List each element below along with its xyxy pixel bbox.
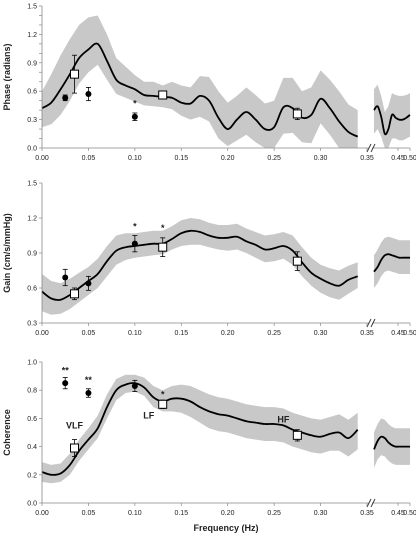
- x-tick-label: 0.30: [314, 155, 328, 162]
- panel-2: 0.3 0.6 0.9 1.2 1.5 0.00 0.05 0.10 0.15 0.20 0.25 0…: [2, 181, 416, 338]
- y-tick-label: 1.2: [27, 32, 37, 39]
- x-tick-label: 0.10: [128, 330, 142, 337]
- data-point-open-square: [292, 256, 302, 266]
- data-point-filled-circle: [85, 91, 92, 98]
- x-tick-label: 0.15: [174, 510, 188, 517]
- x-tick-label: 0.45: [391, 510, 405, 517]
- y-tick-label: 1.0: [27, 360, 37, 367]
- x-tick-label: 0.35: [360, 330, 374, 337]
- y-tick-label: 0.6: [27, 89, 37, 96]
- y-tick-label: 0.0: [27, 146, 37, 153]
- mean-curve: [41, 42, 359, 138]
- data-point-open-square: [70, 443, 79, 453]
- data-point-filled-circle: [62, 94, 69, 101]
- data-point-filled-circle: [131, 240, 138, 247]
- mean-curve: [373, 253, 410, 273]
- x-tick-label: 0.30: [314, 510, 328, 517]
- x-tick-label: 0.20: [221, 510, 235, 517]
- panel-3: 0.0 0.2 0.4 0.6 0.8 1.0 0.00 0.05 0.10 0.15 0.20 0.…: [2, 360, 416, 534]
- x-tick-label: 0.00: [35, 155, 49, 162]
- x-tick-label: 0.15: [174, 330, 188, 337]
- x-tick-label: 0.00: [35, 330, 49, 337]
- y-tick-label: 1.2: [27, 216, 37, 223]
- x-tick-label: 0.00: [35, 510, 49, 517]
- significance-marker: **: [85, 375, 93, 385]
- mean-curve: [373, 105, 411, 136]
- y-tick-label: 0.8: [27, 388, 37, 395]
- y-tick-label: 0.0: [27, 501, 37, 508]
- y-tick-label: 0.3: [27, 117, 37, 124]
- y-tick-label: 0.4: [27, 444, 37, 451]
- data-point-filled-circle: [62, 274, 69, 281]
- band-label: HF: [277, 415, 289, 425]
- data-point-open-square: [158, 90, 168, 100]
- y-tick-label: 0.6: [27, 286, 37, 293]
- data-point-open-square: [292, 109, 302, 119]
- x-tick-label: 0.05: [82, 330, 96, 337]
- x-tick-label: 0.35: [360, 155, 374, 162]
- x-tick-label: 0.15: [174, 155, 188, 162]
- significance-marker: *: [161, 223, 165, 233]
- significance-marker: **: [62, 365, 70, 375]
- band-label: LF: [143, 410, 154, 420]
- data-point-open-square: [292, 430, 302, 440]
- x-tick-label: 0.50: [403, 510, 416, 517]
- x-tick-label: 0.20: [221, 330, 235, 337]
- mean-curve: [373, 435, 410, 450]
- panel-1: 0.0 0.3 0.6 0.9 1.2 1.5 0.00 0.05 0.10 0.15 0.20 0.…: [2, 4, 416, 163]
- band-label: VLF: [66, 420, 84, 430]
- mean-curve: [41, 229, 359, 301]
- y-tick-label: 0.2: [27, 472, 37, 479]
- y-axis-label: Phase (radians): [2, 43, 12, 110]
- axis-break-mark: [366, 498, 372, 508]
- x-tick-label: 0.50: [403, 330, 416, 337]
- x-tick-label: 0.50: [403, 155, 416, 162]
- data-point-open-square: [158, 242, 168, 252]
- confidence-band: [42, 374, 358, 484]
- y-axis-label: Gain (cm/s/mmHg): [2, 213, 12, 293]
- x-tick-label: 0.05: [82, 510, 96, 517]
- y-tick-label: 0.9: [27, 251, 37, 258]
- x-tick-label: 0.10: [128, 155, 142, 162]
- data-point-open-square: [158, 399, 168, 409]
- x-tick-label: 0.35: [360, 510, 374, 517]
- y-tick-label: 0.3: [27, 321, 37, 328]
- confidence-band: [374, 236, 410, 288]
- axis-break-mark: [370, 318, 376, 328]
- confidence-band: [42, 15, 358, 148]
- y-tick-label: 1.5: [27, 181, 37, 188]
- significance-marker: *: [133, 98, 137, 108]
- x-tick-label: 0.10: [128, 510, 142, 517]
- x-tick-label: 0.45: [391, 330, 405, 337]
- x-tick-label: 0.45: [391, 155, 405, 162]
- data-point-open-square: [70, 69, 79, 79]
- data-point-filled-circle: [131, 113, 138, 120]
- y-tick-label: 0.9: [27, 60, 37, 67]
- confidence-band: [42, 218, 358, 315]
- mean-curve: [41, 382, 359, 476]
- data-point-open-square: [70, 289, 79, 299]
- x-tick-label: 0.25: [267, 330, 281, 337]
- data-point-filled-circle: [131, 382, 138, 389]
- y-tick-label: 1.5: [27, 4, 37, 11]
- x-tick-label: 0.25: [267, 155, 281, 162]
- axis-break-mark: [366, 143, 372, 153]
- x-tick-label: 0.25: [267, 510, 281, 517]
- data-point-filled-circle: [62, 380, 69, 387]
- data-point-filled-circle: [85, 390, 92, 397]
- x-axis-label: Frequency (Hz): [193, 523, 258, 533]
- axis-break-mark: [370, 143, 376, 153]
- y-tick-label: 0.6: [27, 416, 37, 423]
- axis-break-mark: [370, 498, 376, 508]
- x-tick-label: 0.20: [221, 155, 235, 162]
- x-tick-label: 0.30: [314, 330, 328, 337]
- significance-marker: *: [161, 389, 165, 399]
- significance-marker: *: [133, 222, 137, 232]
- y-axis-label: Coherence: [2, 409, 12, 456]
- x-tick-label: 0.05: [82, 155, 96, 162]
- data-point-filled-circle: [85, 280, 92, 287]
- axis-break-mark: [366, 318, 372, 328]
- confidence-band: [374, 418, 410, 468]
